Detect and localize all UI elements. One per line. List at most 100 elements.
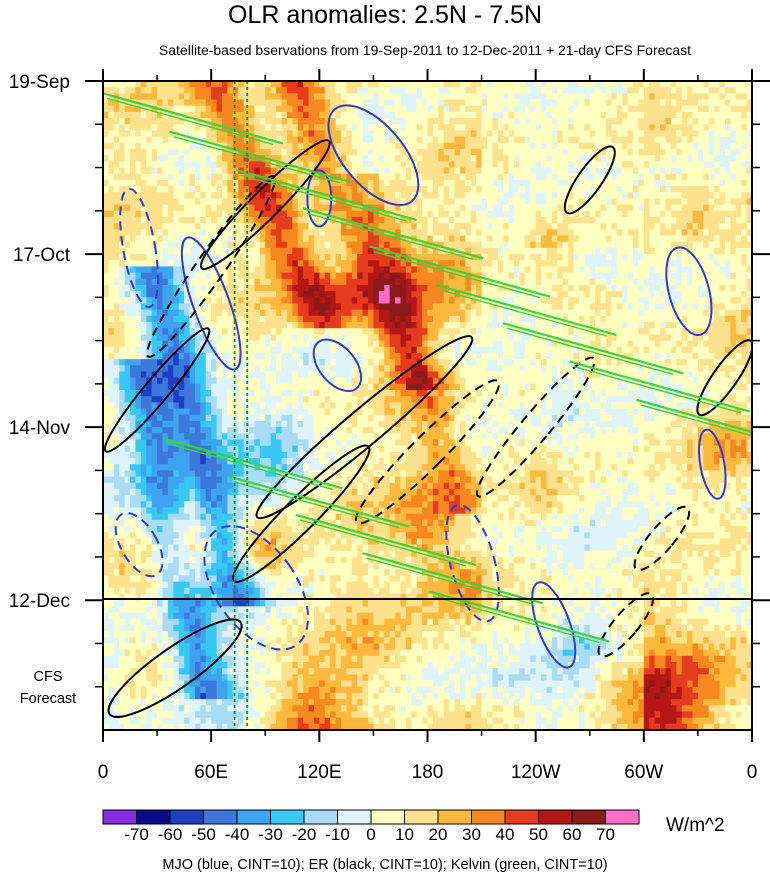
heat-cell <box>703 204 710 212</box>
heat-cell <box>281 93 288 101</box>
heat-cell <box>416 322 423 329</box>
heat-cell <box>281 173 288 181</box>
heat-cell <box>741 130 748 138</box>
heat-cell <box>135 142 142 150</box>
heat-cell <box>600 278 607 286</box>
heat-cell <box>508 81 515 88</box>
heat-cell <box>205 167 212 175</box>
heat-cell <box>200 111 207 119</box>
heat-cell <box>605 118 612 125</box>
heat-cell <box>249 105 256 113</box>
heat-cell <box>741 198 748 206</box>
heat-cell <box>497 179 504 187</box>
heat-cell <box>135 179 142 187</box>
heat-cell <box>562 192 569 200</box>
heat-cell <box>167 216 174 224</box>
heat-cell <box>514 210 521 218</box>
heat-cell <box>281 111 288 119</box>
heat-cell <box>465 87 472 94</box>
heat-cell <box>470 241 477 249</box>
heat-cell <box>454 223 461 230</box>
heat-cell <box>324 204 331 212</box>
heat-cell <box>205 118 212 125</box>
heat-cell <box>486 266 493 274</box>
heat-cell <box>638 118 645 125</box>
heat-cell <box>481 155 488 162</box>
heat-cell <box>346 309 353 317</box>
heat-cell <box>665 266 672 274</box>
heat-cell <box>470 155 477 162</box>
heat-cell <box>184 278 191 286</box>
heat-cell <box>238 303 245 311</box>
heat-cell <box>232 216 239 224</box>
heat-cell <box>303 118 310 125</box>
heat-cell <box>221 87 228 94</box>
heat-cell <box>108 229 115 237</box>
heat-cell <box>670 241 677 249</box>
heat-cell <box>687 124 694 132</box>
heat-cell <box>708 204 715 212</box>
heat-cell <box>178 297 185 305</box>
heat-cell <box>400 99 407 107</box>
heat-cell <box>724 179 731 187</box>
heat-cell <box>286 105 293 113</box>
heat-cell <box>633 179 640 187</box>
heat-cell <box>113 272 120 280</box>
heat-cell <box>157 334 164 342</box>
heat-cell <box>465 105 472 113</box>
heat-cell <box>486 118 493 125</box>
heat-cell <box>476 105 483 113</box>
heat-cell <box>486 81 493 88</box>
heat-cell <box>173 229 180 237</box>
heat-cell <box>708 179 715 187</box>
heat-cell <box>130 334 137 342</box>
heat-cell <box>130 155 137 162</box>
heat-cell <box>676 118 683 125</box>
heat-cell <box>459 235 466 243</box>
heat-cell <box>194 167 201 175</box>
heat-cell <box>292 161 299 169</box>
heat-cell <box>654 130 661 138</box>
heat-cell <box>492 260 499 268</box>
heat-cell <box>297 260 304 268</box>
heat-cell <box>633 198 640 206</box>
heat-cell <box>254 148 261 156</box>
heat-cell <box>173 179 180 187</box>
heat-cell <box>211 254 218 261</box>
heat-cell <box>697 136 704 144</box>
heat-cell <box>238 235 245 243</box>
heat-cell <box>535 254 542 261</box>
heat-cell <box>238 192 245 200</box>
heat-cell <box>216 155 223 162</box>
heat-cell <box>330 235 337 243</box>
heat-cell <box>335 210 342 218</box>
heat-cell <box>211 272 218 280</box>
heat-cell <box>595 136 602 144</box>
heat-cell <box>411 179 418 187</box>
heat-cell <box>643 192 650 200</box>
heat-cell <box>703 192 710 200</box>
heat-cell <box>276 322 283 329</box>
heat-cell <box>400 192 407 200</box>
heat-cell <box>514 241 521 249</box>
heat-cell <box>660 155 667 162</box>
heat-cell <box>368 93 375 101</box>
heat-cell <box>519 155 526 162</box>
heat-cell <box>373 130 380 138</box>
heat-cell <box>303 136 310 144</box>
heat-cell <box>378 155 385 162</box>
heat-cell <box>200 241 207 249</box>
heat-cell <box>449 254 456 261</box>
heat-cell <box>216 99 223 107</box>
heat-cell <box>108 105 115 113</box>
heat-cell <box>524 315 531 323</box>
heat-cell <box>735 192 742 200</box>
heat-cell <box>697 322 704 329</box>
heat-cell <box>405 81 412 88</box>
heat-cell <box>243 111 250 119</box>
heat-cell <box>719 130 726 138</box>
heat-cell <box>308 81 315 88</box>
heat-cell <box>443 173 450 181</box>
heat-cell <box>492 173 499 181</box>
heat-cell <box>654 179 661 187</box>
